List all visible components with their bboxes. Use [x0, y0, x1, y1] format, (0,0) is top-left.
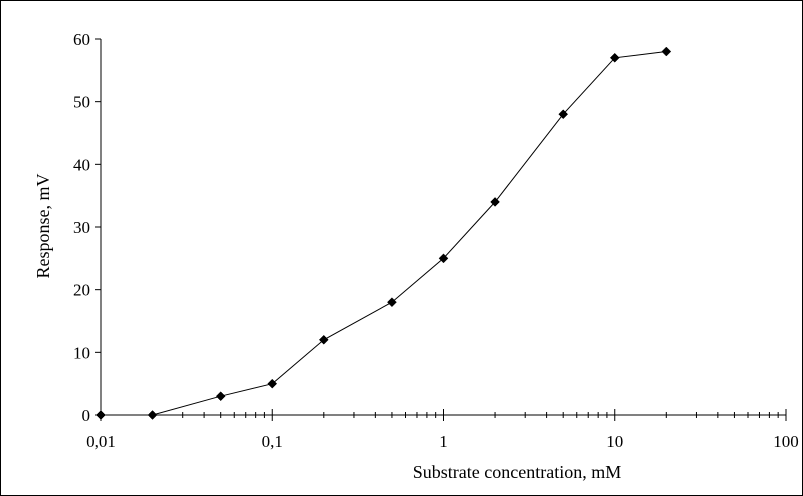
- y-axis-title: Response, mV: [33, 174, 53, 279]
- axes: [100, 39, 786, 416]
- y-tick-label: 20: [73, 281, 90, 300]
- x-tick-label: 10: [606, 432, 623, 451]
- data-point: [438, 253, 449, 264]
- x-tick-label: 1: [439, 432, 448, 451]
- data-point: [558, 109, 569, 120]
- y-tick-label: 10: [73, 343, 90, 362]
- y-tick-label: 60: [73, 30, 90, 49]
- data-point: [215, 391, 226, 402]
- x-tick-label: 0,01: [86, 432, 116, 451]
- data-point: [147, 410, 158, 420]
- data-points: [96, 46, 672, 420]
- data-point: [267, 378, 278, 389]
- series-line: [101, 51, 667, 416]
- minor-ticks: [152, 412, 779, 418]
- data-point: [387, 297, 397, 308]
- x-tick-label: 0,1: [262, 432, 283, 451]
- y-tick-label: 40: [73, 155, 90, 174]
- x-ticks: 0,01 0,1 1 10 100: [86, 409, 799, 451]
- y-ticks: 0 10 20 30 40 50 60: [73, 30, 101, 425]
- y-tick-label: 30: [73, 218, 90, 237]
- data-point: [318, 334, 329, 345]
- data-point: [661, 46, 672, 57]
- data-point: [490, 197, 500, 207]
- data-point: [96, 410, 106, 420]
- x-tick-label: 100: [773, 432, 799, 451]
- data-point: [609, 52, 620, 63]
- y-tick-label: 0: [82, 406, 91, 425]
- x-axis-title: Substrate concentration, mM: [413, 462, 621, 482]
- y-tick-label: 50: [73, 93, 90, 112]
